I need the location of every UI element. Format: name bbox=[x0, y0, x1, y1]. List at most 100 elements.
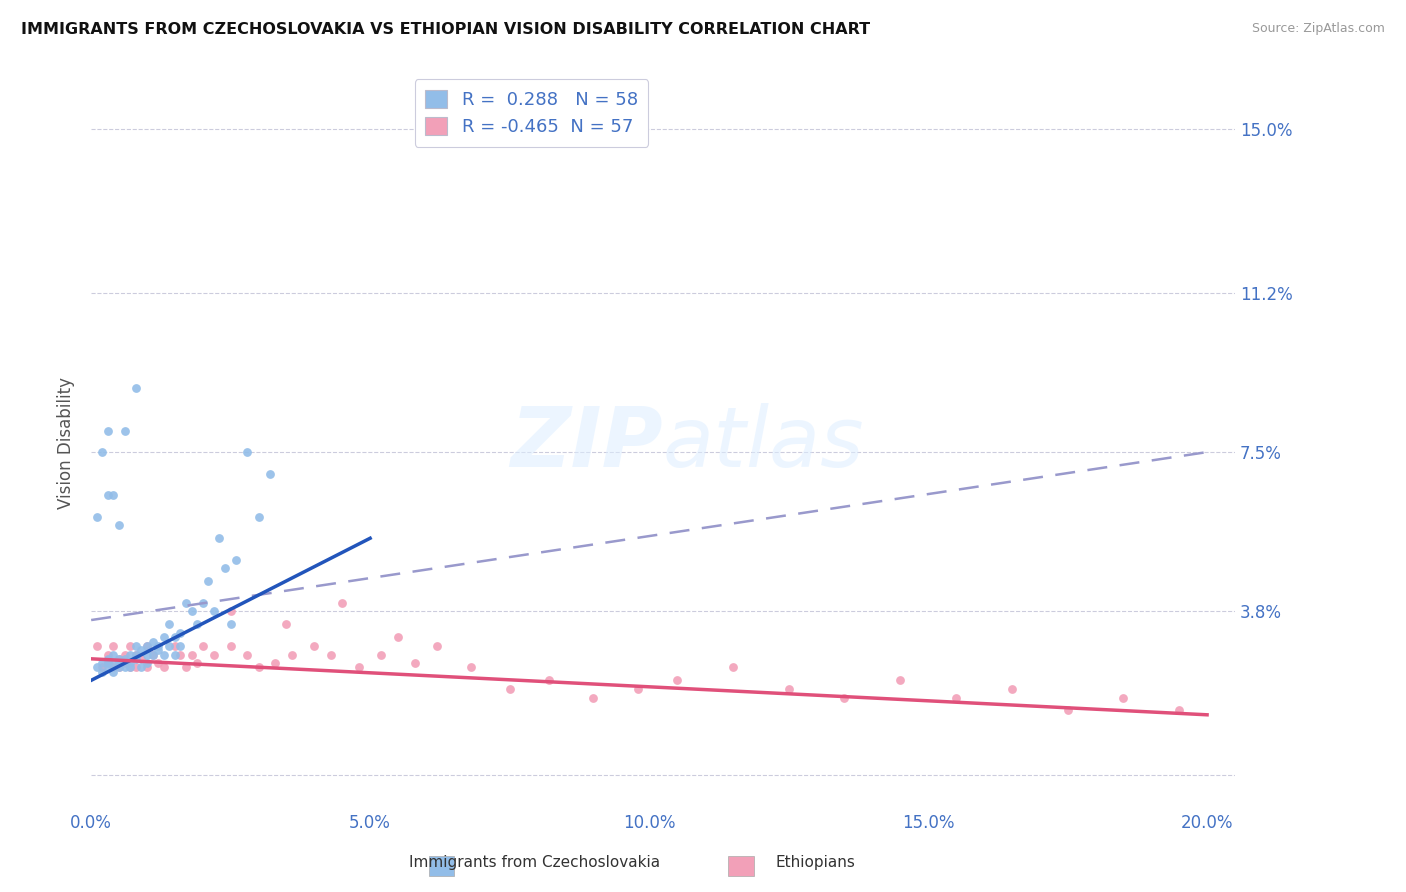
Point bbox=[97, 648, 120, 662]
Point bbox=[136, 639, 159, 653]
Point bbox=[103, 665, 125, 679]
Point bbox=[163, 630, 186, 644]
Point bbox=[281, 648, 304, 662]
Point bbox=[103, 660, 125, 674]
Point bbox=[125, 660, 148, 674]
Point bbox=[91, 665, 114, 679]
Point bbox=[387, 630, 409, 644]
Point bbox=[460, 660, 482, 674]
Point bbox=[125, 639, 148, 653]
Point bbox=[146, 656, 169, 670]
Point bbox=[202, 648, 225, 662]
Point bbox=[120, 639, 142, 653]
Point bbox=[264, 656, 287, 670]
Point bbox=[1001, 681, 1024, 696]
Text: Immigrants from Czechoslovakia: Immigrants from Czechoslovakia bbox=[409, 855, 659, 870]
Point bbox=[120, 656, 142, 670]
Point bbox=[131, 660, 153, 674]
Point bbox=[131, 643, 153, 657]
Point bbox=[163, 639, 186, 653]
Point bbox=[136, 648, 159, 662]
Point bbox=[146, 639, 169, 653]
Point bbox=[91, 660, 114, 674]
Point bbox=[169, 626, 191, 640]
Point bbox=[141, 648, 163, 662]
Point bbox=[114, 648, 136, 662]
Point bbox=[152, 630, 174, 644]
Point bbox=[1056, 704, 1078, 718]
Point bbox=[330, 596, 353, 610]
Y-axis label: Vision Disability: Vision Disability bbox=[58, 377, 75, 509]
Point bbox=[945, 690, 967, 705]
Point bbox=[114, 660, 136, 674]
Text: Ethiopians: Ethiopians bbox=[776, 855, 855, 870]
Point bbox=[141, 648, 163, 662]
Point bbox=[174, 596, 197, 610]
Point bbox=[141, 634, 163, 648]
Point bbox=[146, 643, 169, 657]
Point bbox=[136, 660, 159, 674]
Point bbox=[537, 673, 560, 688]
Point bbox=[666, 673, 689, 688]
Point bbox=[236, 648, 259, 662]
Point bbox=[259, 467, 281, 481]
Point bbox=[180, 648, 202, 662]
Legend: R =  0.288   N = 58, R = -0.465  N = 57: R = 0.288 N = 58, R = -0.465 N = 57 bbox=[415, 79, 648, 146]
Point bbox=[236, 445, 259, 459]
Point bbox=[152, 648, 174, 662]
Point bbox=[108, 518, 131, 533]
Point bbox=[108, 660, 131, 674]
Point bbox=[627, 681, 650, 696]
Point bbox=[86, 509, 108, 524]
Point bbox=[889, 673, 911, 688]
Point bbox=[404, 656, 426, 670]
Point bbox=[174, 660, 197, 674]
Point bbox=[276, 617, 298, 632]
Point bbox=[191, 596, 214, 610]
Point bbox=[125, 380, 148, 394]
Point bbox=[103, 488, 125, 502]
Point bbox=[219, 617, 242, 632]
Text: Source: ZipAtlas.com: Source: ZipAtlas.com bbox=[1251, 22, 1385, 36]
Point bbox=[97, 660, 120, 674]
Point bbox=[247, 509, 270, 524]
Point bbox=[114, 656, 136, 670]
Text: atlas: atlas bbox=[664, 403, 865, 484]
Point bbox=[1112, 690, 1135, 705]
Point bbox=[370, 648, 392, 662]
Point bbox=[103, 639, 125, 653]
Point bbox=[347, 660, 370, 674]
Point bbox=[225, 553, 247, 567]
Point bbox=[180, 604, 202, 618]
Point bbox=[169, 639, 191, 653]
Point bbox=[582, 690, 605, 705]
Point bbox=[91, 656, 114, 670]
Point bbox=[86, 639, 108, 653]
Point bbox=[125, 648, 148, 662]
Point bbox=[247, 660, 270, 674]
Point bbox=[97, 656, 120, 670]
Point bbox=[186, 617, 208, 632]
Point bbox=[191, 639, 214, 653]
Point bbox=[721, 660, 744, 674]
Point bbox=[108, 660, 131, 674]
Point bbox=[86, 660, 108, 674]
Point bbox=[163, 648, 186, 662]
Point bbox=[108, 652, 131, 666]
Point bbox=[114, 424, 136, 438]
Point bbox=[834, 690, 856, 705]
Point bbox=[304, 639, 326, 653]
Point bbox=[152, 660, 174, 674]
Point bbox=[125, 652, 148, 666]
Point bbox=[97, 656, 120, 670]
Point bbox=[197, 574, 219, 589]
Point bbox=[97, 424, 120, 438]
Point bbox=[214, 561, 236, 575]
Point bbox=[136, 639, 159, 653]
Point bbox=[208, 531, 231, 545]
Point bbox=[219, 639, 242, 653]
Point bbox=[125, 648, 148, 662]
Point bbox=[103, 656, 125, 670]
Point bbox=[157, 639, 180, 653]
Point bbox=[186, 656, 208, 670]
